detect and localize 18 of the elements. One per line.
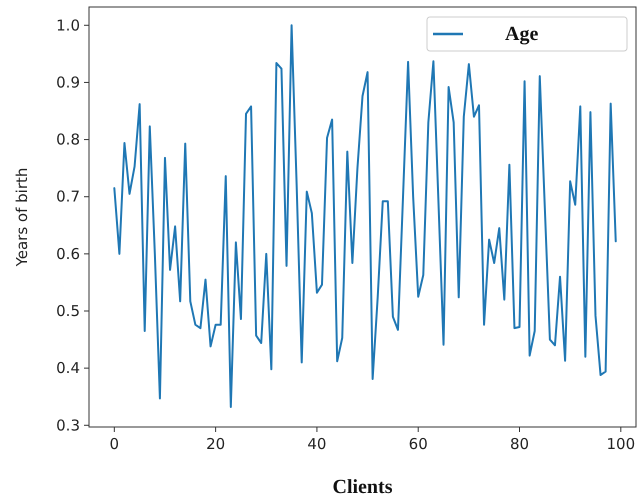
line-series: [113, 24, 617, 408]
y-tick-label: 1.0: [56, 16, 80, 34]
x-tick-label: 80: [510, 435, 530, 453]
x-tick-label: 20: [206, 435, 226, 453]
y-tick-label: 0.7: [56, 188, 80, 206]
y-tick-label: 0.3: [56, 416, 80, 434]
y-tick-label: 0.8: [56, 130, 80, 149]
y-tick-label: 0.6: [56, 244, 80, 263]
x-tick-label: 0: [110, 435, 120, 453]
x-axis-title: Clients: [332, 476, 393, 498]
x-tick-label: 40: [307, 435, 326, 453]
y-tick-label: 0.4: [56, 359, 80, 378]
y-tick-label: 0.5: [56, 302, 80, 320]
x-tick-label: 100: [606, 435, 636, 453]
y-axis-title: Years of birth: [13, 168, 31, 268]
x-tick-label: 60: [408, 435, 428, 453]
legend-label: Age: [505, 23, 538, 45]
y-tick-label: 0.9: [56, 73, 80, 92]
